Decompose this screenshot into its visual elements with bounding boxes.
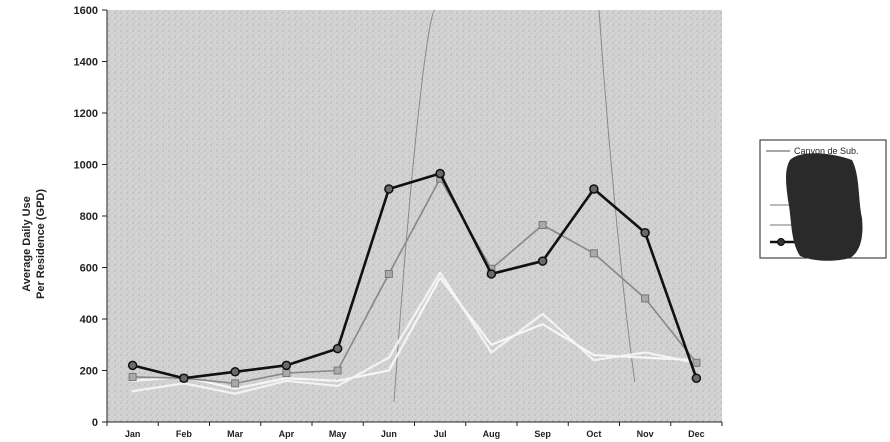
x-tick-label: Aug (483, 429, 501, 439)
background-curves (393, 9, 636, 403)
y-axis-title-line1: Average Daily Use (21, 196, 33, 292)
data-point-circle (127, 360, 138, 371)
y-tick-label: 400 (80, 314, 98, 326)
series-line (131, 276, 698, 390)
x-axis: Jan Feb Mar Apr May Jun Jul Aug Sep Oct Nov Dec (106, 421, 723, 439)
x-tick-label: Jan (125, 429, 141, 439)
data-point-circle (537, 256, 548, 266)
data-point-circle (640, 227, 650, 238)
legend-redaction-mark (786, 153, 863, 261)
x-tick-label: Dec (688, 429, 705, 439)
data-point-square (128, 372, 137, 381)
data-point-circle (230, 367, 240, 377)
x-tick-label: Oct (586, 429, 601, 439)
y-tick-label: 800 (80, 211, 98, 223)
y-axis-title-line2: Per Residence (GPD) (35, 189, 47, 299)
x-tick-label: Mar (227, 429, 244, 439)
series-group (127, 168, 702, 395)
data-point-circle (281, 360, 292, 371)
y-tick-label: 200 (80, 366, 98, 378)
x-tick-label: Jul (434, 429, 447, 439)
y-tick-label: 1000 (74, 160, 98, 172)
series-line (131, 172, 698, 380)
plot-texture (107, 10, 722, 422)
y-axis: 0 200 400 600 800 1000 1200 1400 1600 (74, 5, 108, 429)
data-point-square (384, 269, 393, 278)
x-tick-label: Jun (381, 429, 397, 439)
data-point-circle (435, 168, 445, 179)
legend-marker-circle (777, 238, 785, 246)
data-point-square (333, 366, 342, 375)
y-tick-label: 0 (92, 417, 98, 429)
y-tick-label: 1200 (74, 108, 98, 120)
x-tick-label: Sep (534, 429, 551, 439)
series-line (131, 177, 698, 385)
data-point-circle (384, 184, 394, 194)
data-point-square (641, 294, 650, 303)
data-point-square (538, 221, 547, 230)
background-curve (393, 9, 436, 403)
series-line (131, 271, 698, 395)
x-tick-label: Apr (279, 429, 295, 439)
data-point-circle (332, 343, 343, 354)
legend-entry-label: Canyon de Sub. (794, 146, 859, 156)
y-tick-label: 1400 (74, 57, 98, 69)
y-tick-label: 1600 (74, 5, 98, 17)
legend: Canyon de Sub. (759, 139, 887, 261)
x-tick-label: May (329, 429, 347, 439)
background-curve (598, 9, 636, 383)
data-point-square (231, 379, 240, 388)
x-tick-label: Nov (637, 429, 654, 439)
data-point-circle (589, 184, 599, 194)
plot-area (107, 10, 722, 422)
y-axis-title: Average Daily Use Per Residence (GPD) (21, 189, 47, 299)
data-point-square (282, 369, 291, 378)
data-point-circle (691, 373, 702, 383)
data-point-square (589, 249, 598, 258)
data-point-circle (486, 269, 497, 279)
data-point-square (692, 358, 701, 367)
y-tick-label: 600 (80, 263, 98, 275)
x-tick-label: Feb (176, 429, 193, 439)
data-point-circle (179, 373, 189, 383)
